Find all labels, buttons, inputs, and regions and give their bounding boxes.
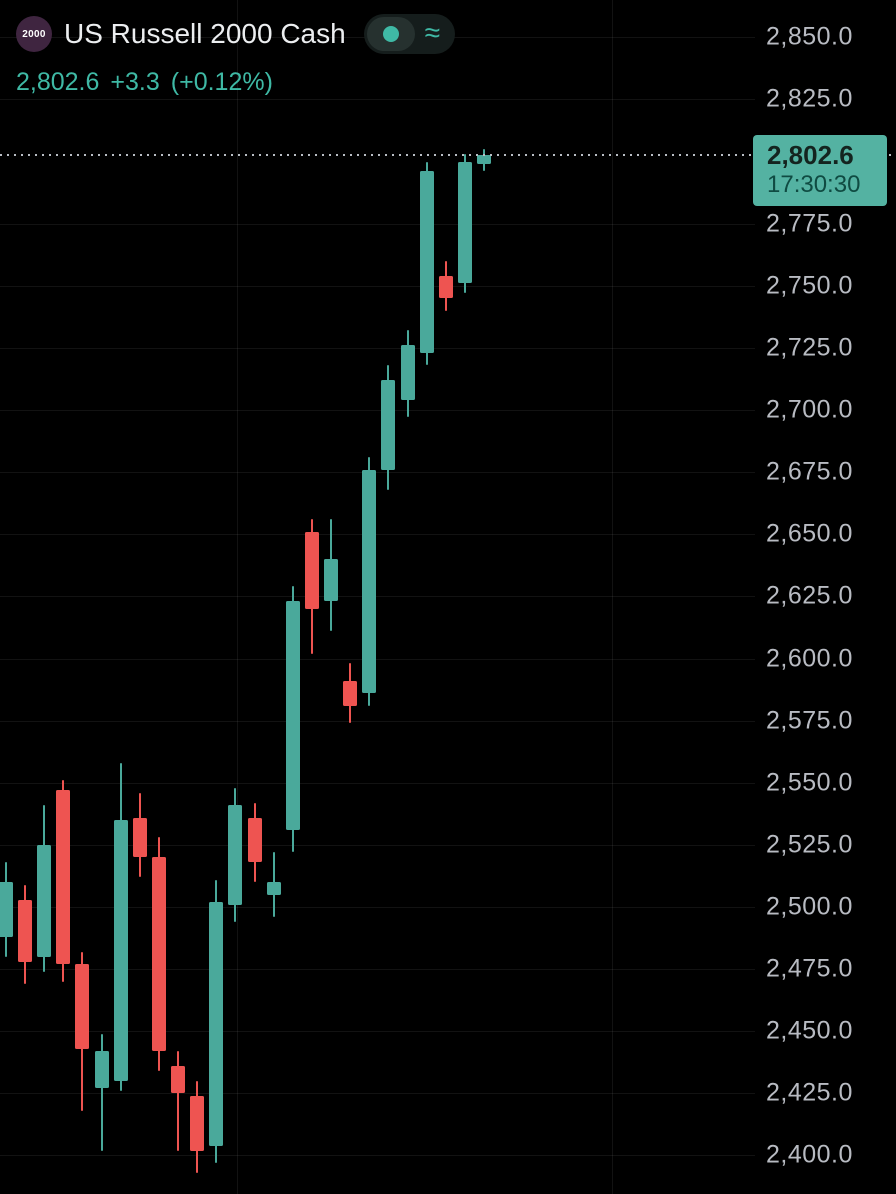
- price-change-pct: (+0.12%): [170, 68, 273, 96]
- chart-header: 2000 US Russell 2000 Cash ≈ 2,802.6 +3.3…: [16, 14, 456, 97]
- h-gridline: [0, 1155, 755, 1157]
- candle: [94, 1051, 109, 1089]
- candle: [0, 882, 13, 937]
- candle: [457, 161, 472, 284]
- current-price-label: 2,802.6 17:30:30: [753, 135, 887, 207]
- h-gridline: [0, 534, 755, 536]
- candle: [56, 790, 71, 965]
- candle: [304, 531, 319, 609]
- candle: [324, 559, 339, 602]
- h-gridline: [0, 410, 755, 411]
- price-change: +3.3: [110, 68, 160, 96]
- y-axis-label: 2,550.0: [766, 768, 853, 797]
- h-gridline: [0, 969, 755, 971]
- v-gridline: [237, 0, 238, 1194]
- y-axis-label: 2,700.0: [766, 395, 853, 424]
- h-gridline: [0, 658, 755, 660]
- y-axis-label: 2,650.0: [766, 519, 853, 548]
- market-status-pill[interactable]: ≈: [363, 14, 456, 54]
- current-price-value: 2,802.6: [767, 140, 854, 171]
- h-gridline: [0, 782, 755, 784]
- candle: [400, 345, 415, 401]
- quote-row: 2,802.6 +3.3 (+0.12%): [16, 68, 455, 97]
- candle: [477, 155, 491, 164]
- h-gridline: [0, 720, 755, 722]
- symbol-logo: 2000: [16, 16, 52, 52]
- candle: [247, 817, 262, 863]
- h-gridline: [0, 347, 755, 349]
- candle: [381, 380, 396, 470]
- approx-icon: ≈: [424, 17, 441, 48]
- h-gridline: [0, 596, 755, 598]
- h-gridline: [0, 1093, 755, 1095]
- candle: [209, 902, 224, 1146]
- candle: [362, 469, 377, 694]
- h-gridline: [0, 285, 755, 287]
- y-axis-label: 2,575.0: [766, 706, 853, 735]
- candle-wick: [100, 1033, 103, 1151]
- candle: [75, 964, 90, 1049]
- y-axis-label: 2,500.0: [766, 892, 853, 921]
- candle: [37, 844, 52, 957]
- current-price-line: [0, 154, 896, 157]
- candle: [171, 1066, 186, 1094]
- v-gridline: [612, 0, 613, 1194]
- y-axis-label: 2,600.0: [766, 644, 853, 672]
- y-axis-label: 2,425.0: [766, 1078, 853, 1107]
- candle: [285, 601, 300, 830]
- candle: [266, 882, 281, 895]
- y-axis-label: 2,625.0: [766, 581, 853, 610]
- y-axis-label: 2,725.0: [766, 333, 853, 362]
- candle: [438, 275, 453, 299]
- h-gridline: [0, 844, 755, 846]
- candle: [132, 817, 147, 858]
- h-gridline: [0, 1031, 755, 1033]
- y-axis-label: 2,475.0: [766, 954, 853, 983]
- candle: [419, 171, 434, 353]
- h-gridline: [0, 223, 755, 225]
- y-axis-label: 2,775.0: [766, 209, 853, 238]
- market-open-dot-icon: [366, 17, 415, 51]
- y-axis-label: 2,450.0: [766, 1016, 853, 1045]
- h-gridline: [0, 472, 755, 474]
- y-axis-label: 2,675.0: [766, 457, 853, 486]
- candle: [151, 857, 166, 1052]
- candle: [228, 805, 243, 905]
- candle: [190, 1095, 205, 1151]
- h-gridline: [0, 99, 755, 101]
- symbol-row: 2000 US Russell 2000 Cash ≈: [16, 14, 456, 54]
- candle: [18, 899, 33, 962]
- candle-wick: [177, 1051, 180, 1151]
- y-axis-label: 2,400.0: [766, 1140, 853, 1169]
- last-price: 2,802.6: [16, 68, 100, 96]
- h-gridline: [0, 906, 755, 908]
- candle: [343, 680, 358, 706]
- symbol-title[interactable]: US Russell 2000 Cash: [64, 18, 346, 49]
- current-price-time: 17:30:30: [767, 170, 861, 198]
- candle: [113, 820, 128, 1081]
- y-axis-label: 2,525.0: [766, 830, 853, 859]
- y-axis-label: 2,750.0: [766, 271, 853, 300]
- y-axis-label: 2,825.0: [766, 84, 853, 113]
- y-axis-label: 2,850.0: [766, 22, 853, 51]
